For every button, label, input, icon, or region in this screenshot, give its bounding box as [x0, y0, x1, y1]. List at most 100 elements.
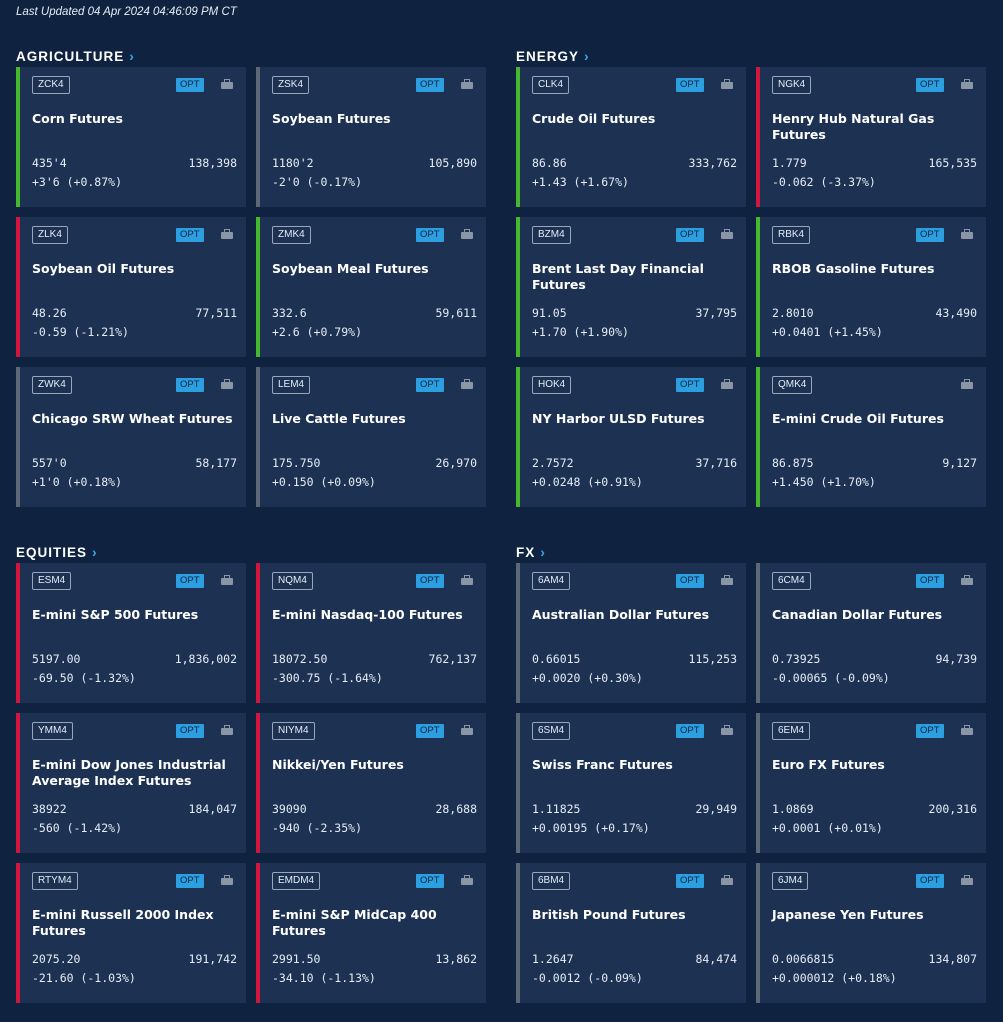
contract-name[interactable]: RBOB Gasoline Futures: [772, 261, 935, 276]
contract-name[interactable]: Nikkei/Yen Futures: [272, 757, 404, 772]
options-badge[interactable]: OPT: [416, 78, 444, 92]
contract-card[interactable]: NGK4 OPT Henry Hub Natural Gas Futures 1.77…: [756, 67, 986, 207]
contract-name[interactable]: E-mini Dow Jones Industrial Average Inde…: [32, 757, 226, 788]
contract-name[interactable]: Crude Oil Futures: [532, 111, 656, 126]
contract-card[interactable]: ZSK4 OPT Soybean Futures 1180'2 105,890 -2'0 …: [256, 67, 486, 207]
contract-card[interactable]: HOK4 OPT NY Harbor ULSD Futures 2.7572 37,71…: [516, 367, 746, 507]
contract-name[interactable]: E-mini Russell 2000 Index Futures: [32, 907, 214, 938]
briefcase-icon[interactable]: [961, 79, 973, 89]
contract-card[interactable]: ZLK4 OPT Soybean Oil Futures 48.26 77,511 -0.…: [16, 217, 246, 357]
contract-name[interactable]: E-mini S&P MidCap 400 Futures: [272, 907, 437, 938]
contract-name[interactable]: Corn Futures: [32, 111, 123, 126]
briefcase-icon[interactable]: [721, 79, 733, 89]
briefcase-icon[interactable]: [721, 725, 733, 735]
contract-card[interactable]: 6JM4 OPT Japanese Yen Futures 0.0066815 134,…: [756, 863, 986, 1003]
contract-card[interactable]: RTYM4 OPT E-mini Russell 2000 Index Future…: [16, 863, 246, 1003]
options-badge[interactable]: OPT: [676, 874, 704, 888]
briefcase-icon[interactable]: [461, 875, 473, 885]
briefcase-icon[interactable]: [461, 379, 473, 389]
options-badge[interactable]: OPT: [676, 228, 704, 242]
options-badge[interactable]: OPT: [176, 874, 204, 888]
contract-card[interactable]: 6SM4 OPT Swiss Franc Futures 1.11825 29,949 +…: [516, 713, 746, 853]
contract-name[interactable]: E-mini Crude Oil Futures: [772, 411, 944, 426]
options-badge[interactable]: OPT: [176, 228, 204, 242]
options-badge[interactable]: OPT: [416, 874, 444, 888]
options-badge[interactable]: OPT: [176, 78, 204, 92]
contract-name[interactable]: Soybean Futures: [272, 111, 391, 126]
options-badge[interactable]: OPT: [676, 378, 704, 392]
contract-name[interactable]: Swiss Franc Futures: [532, 757, 673, 772]
briefcase-icon[interactable]: [961, 379, 973, 389]
briefcase-icon[interactable]: [221, 725, 233, 735]
options-badge[interactable]: OPT: [916, 228, 944, 242]
briefcase-icon[interactable]: [721, 379, 733, 389]
contract-card[interactable]: 6CM4 OPT Canadian Dollar Futures 0.73925 94,…: [756, 563, 986, 703]
options-badge[interactable]: OPT: [916, 574, 944, 588]
contract-card[interactable]: ZMK4 OPT Soybean Meal Futures 332.6 59,611 +2…: [256, 217, 486, 357]
contract-card[interactable]: ESM4 OPT E-mini S&P 500 Futures 5197.00 1,83…: [16, 563, 246, 703]
options-badge[interactable]: OPT: [416, 228, 444, 242]
contract-card[interactable]: CLK4 OPT Crude Oil Futures 86.86 333,762 +1.4…: [516, 67, 746, 207]
contract-name[interactable]: E-mini S&P 500 Futures: [32, 607, 199, 622]
briefcase-icon[interactable]: [961, 575, 973, 585]
contract-name[interactable]: Australian Dollar Futures: [532, 607, 710, 622]
section-title-fx[interactable]: FX ›: [516, 544, 546, 560]
section-title-energy[interactable]: ENERGY ›: [516, 48, 590, 64]
contract-card[interactable]: NQM4 OPT E-mini Nasdaq-100 Futures 18072.50…: [256, 563, 486, 703]
contract-card[interactable]: 6BM4 OPT British Pound Futures 1.2647 84,474…: [516, 863, 746, 1003]
contract-card[interactable]: NIYM4 OPT Nikkei/Yen Futures 39090 28,688 -94…: [256, 713, 486, 853]
contract-name[interactable]: Japanese Yen Futures: [772, 907, 924, 922]
briefcase-icon[interactable]: [961, 725, 973, 735]
contract-name[interactable]: NY Harbor ULSD Futures: [532, 411, 705, 426]
options-badge[interactable]: OPT: [916, 874, 944, 888]
options-badge[interactable]: OPT: [916, 78, 944, 92]
contract-card[interactable]: RBK4 OPT RBOB Gasoline Futures 2.8010 43,490…: [756, 217, 986, 357]
briefcase-icon[interactable]: [461, 79, 473, 89]
contract-name[interactable]: Soybean Meal Futures: [272, 261, 429, 276]
contract-card[interactable]: EMDM4 OPT E-mini S&P MidCap 400 Futures 299…: [256, 863, 486, 1003]
briefcase-icon[interactable]: [961, 229, 973, 239]
options-badge[interactable]: OPT: [176, 378, 204, 392]
section-title-equities[interactable]: EQUITIES ›: [16, 544, 98, 560]
contract-card[interactable]: 6AM4 OPT Australian Dollar Futures 0.66015 1…: [516, 563, 746, 703]
briefcase-icon[interactable]: [461, 575, 473, 585]
contract-name[interactable]: Brent Last Day Financial Futures: [532, 261, 704, 292]
contract-name[interactable]: British Pound Futures: [532, 907, 686, 922]
contract-card[interactable]: QMK4 E-mini Crude Oil Futures 86.875 9,127 +…: [756, 367, 986, 507]
briefcase-icon[interactable]: [221, 575, 233, 585]
briefcase-icon[interactable]: [221, 379, 233, 389]
options-badge[interactable]: OPT: [176, 724, 204, 738]
contract-card[interactable]: 6EM4 OPT Euro FX Futures 1.0869 200,316 +0.00…: [756, 713, 986, 853]
briefcase-icon[interactable]: [721, 575, 733, 585]
contract-card[interactable]: YMM4 OPT E-mini Dow Jones Industrial Avera…: [16, 713, 246, 853]
contract-name[interactable]: Chicago SRW Wheat Futures: [32, 411, 233, 426]
briefcase-icon[interactable]: [961, 875, 973, 885]
contract-code-badge: 6AM4: [532, 572, 571, 590]
options-badge[interactable]: OPT: [916, 724, 944, 738]
briefcase-icon[interactable]: [221, 229, 233, 239]
contract-card[interactable]: LEM4 OPT Live Cattle Futures 175.750 26,970 +…: [256, 367, 486, 507]
briefcase-icon[interactable]: [221, 875, 233, 885]
contract-name[interactable]: Soybean Oil Futures: [32, 261, 175, 276]
contract-name[interactable]: Henry Hub Natural Gas Futures: [772, 111, 935, 142]
briefcase-icon[interactable]: [461, 229, 473, 239]
briefcase-icon[interactable]: [721, 875, 733, 885]
contract-name[interactable]: Live Cattle Futures: [272, 411, 406, 426]
briefcase-icon[interactable]: [721, 229, 733, 239]
options-badge[interactable]: OPT: [416, 378, 444, 392]
options-badge[interactable]: OPT: [676, 574, 704, 588]
options-badge[interactable]: OPT: [416, 724, 444, 738]
options-badge[interactable]: OPT: [676, 78, 704, 92]
briefcase-icon[interactable]: [221, 79, 233, 89]
contract-card[interactable]: BZM4 OPT Brent Last Day Financial Futures 9…: [516, 217, 746, 357]
contract-name[interactable]: Euro FX Futures: [772, 757, 885, 772]
contract-card[interactable]: ZWK4 OPT Chicago SRW Wheat Futures 557'0 58,…: [16, 367, 246, 507]
contract-name[interactable]: Canadian Dollar Futures: [772, 607, 943, 622]
options-badge[interactable]: OPT: [676, 724, 704, 738]
contract-name[interactable]: E-mini Nasdaq-100 Futures: [272, 607, 463, 622]
contract-card[interactable]: ZCK4 OPT Corn Futures 435'4 138,398 +3'6 (+0.…: [16, 67, 246, 207]
options-badge[interactable]: OPT: [176, 574, 204, 588]
options-badge[interactable]: OPT: [416, 574, 444, 588]
briefcase-icon[interactable]: [461, 725, 473, 735]
section-title-agriculture[interactable]: AGRICULTURE ›: [16, 48, 135, 64]
